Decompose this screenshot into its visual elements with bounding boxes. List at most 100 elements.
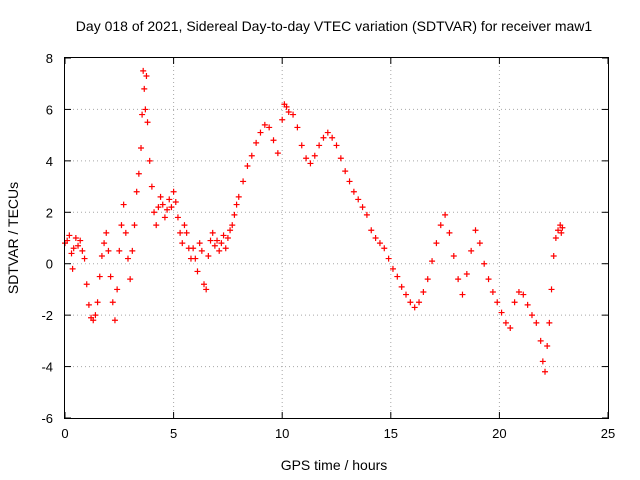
data-point	[211, 242, 218, 249]
data-point	[433, 240, 440, 247]
data-point	[555, 227, 562, 234]
data-point	[235, 193, 242, 200]
data-point	[233, 201, 240, 208]
data-point	[248, 152, 255, 159]
data-point	[485, 276, 492, 283]
data-point	[261, 121, 268, 128]
data-point	[316, 142, 323, 149]
data-point	[198, 247, 205, 254]
data-point	[346, 178, 353, 185]
data-point	[550, 253, 557, 259]
data-point	[231, 211, 238, 218]
data-point	[320, 134, 327, 141]
data-point	[159, 201, 166, 208]
data-point	[131, 222, 138, 229]
data-point	[437, 222, 444, 229]
data-point	[359, 204, 366, 211]
data-point	[151, 209, 158, 216]
x-tick-label: 15	[384, 426, 398, 441]
data-point	[274, 150, 281, 157]
data-point	[311, 152, 318, 159]
y-tick-label: 8	[46, 51, 53, 66]
data-point	[544, 343, 551, 349]
data-point	[244, 163, 251, 169]
data-point	[139, 111, 146, 118]
data-point	[164, 206, 171, 213]
data-point	[537, 337, 544, 344]
data-point	[94, 299, 101, 306]
data-point	[218, 240, 225, 247]
data-point	[144, 119, 151, 126]
data-point	[270, 137, 277, 144]
grid-lines	[65, 58, 608, 418]
data-point	[324, 129, 331, 136]
data-point	[90, 317, 97, 324]
data-series	[62, 67, 566, 375]
data-point	[416, 299, 423, 306]
data-point	[468, 247, 475, 254]
data-point	[122, 229, 129, 236]
data-point	[81, 255, 88, 262]
data-point	[118, 222, 125, 229]
data-point	[481, 260, 488, 267]
data-point	[111, 317, 118, 324]
data-point	[141, 85, 148, 92]
data-point	[450, 253, 457, 259]
data-point	[407, 299, 414, 306]
data-point	[135, 170, 142, 177]
data-point	[257, 129, 264, 136]
data-point	[192, 255, 199, 262]
data-point	[133, 188, 140, 195]
data-point	[148, 183, 155, 190]
data-point	[70, 245, 77, 252]
data-point	[389, 265, 396, 272]
data-point	[290, 111, 297, 118]
y-tick-label: 4	[46, 154, 53, 169]
y-tick-label: -2	[41, 308, 53, 323]
data-point	[196, 240, 203, 247]
x-tick-label: 20	[492, 426, 506, 441]
data-point	[216, 247, 223, 254]
data-point	[372, 235, 379, 241]
data-point	[120, 201, 127, 208]
data-point	[181, 222, 188, 229]
data-point	[172, 199, 179, 205]
x-axis-label: GPS time / hours	[281, 457, 388, 473]
data-point	[69, 265, 76, 272]
data-point	[303, 155, 310, 162]
data-point	[502, 319, 509, 326]
data-point	[381, 245, 388, 252]
data-point	[140, 67, 147, 74]
data-point	[92, 312, 99, 319]
data-point	[385, 255, 392, 262]
data-point	[455, 276, 462, 283]
x-tick-label: 25	[601, 426, 615, 441]
y-tick-label: 2	[46, 205, 53, 220]
data-point	[124, 255, 131, 262]
data-point	[153, 222, 160, 229]
data-point	[363, 211, 370, 218]
data-point	[207, 237, 214, 244]
data-point	[403, 291, 410, 298]
data-point	[107, 273, 114, 280]
data-point	[201, 281, 208, 288]
data-point	[66, 232, 73, 239]
data-point	[489, 289, 496, 295]
y-tick-label: -6	[41, 411, 53, 426]
data-point	[515, 289, 522, 295]
data-point	[546, 319, 553, 326]
data-point	[524, 301, 531, 308]
data-point	[294, 124, 301, 131]
data-point	[429, 258, 436, 265]
data-point	[424, 276, 431, 283]
data-point	[253, 139, 260, 146]
data-point	[105, 247, 112, 254]
data-point	[177, 229, 184, 236]
data-point	[285, 109, 292, 115]
data-point	[350, 188, 357, 195]
data-point	[155, 204, 162, 211]
axis-ticks: 0 5 10 15 20 25 -6 -4 -2 0 2 4 6 8	[41, 51, 615, 441]
x-tick-label: 0	[61, 426, 68, 441]
data-point	[266, 124, 273, 131]
y-axis-label: SDTVAR / TECUs	[5, 182, 21, 294]
